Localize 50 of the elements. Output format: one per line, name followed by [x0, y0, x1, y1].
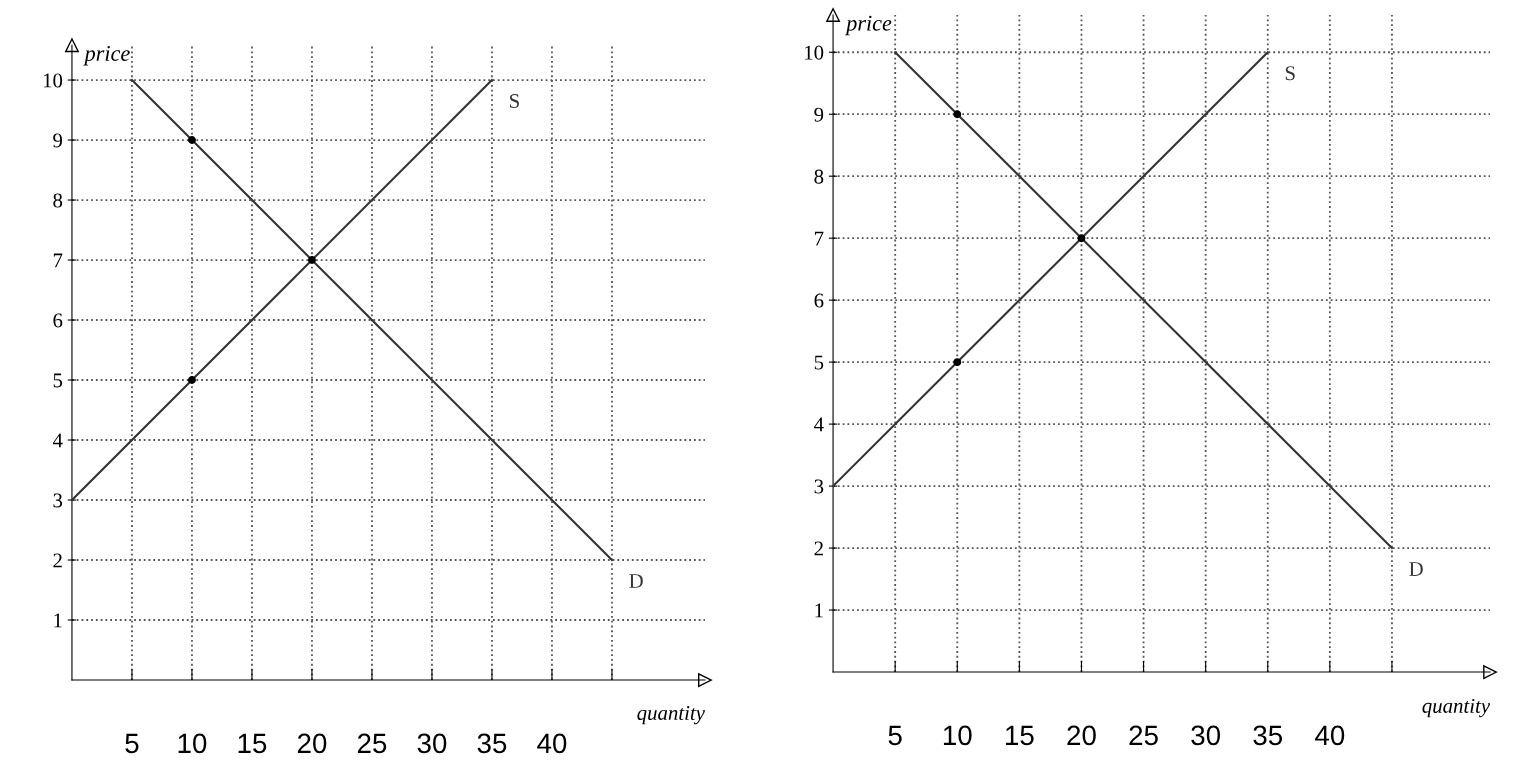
x-tick-label: 40	[537, 733, 567, 754]
x-axis-title: quantity	[637, 706, 705, 725]
y-tick-label: 7	[815, 231, 824, 246]
x-tick-label: 10	[943, 725, 972, 746]
y-tick-label: 2	[53, 553, 62, 568]
point	[1077, 234, 1086, 243]
y-tick-label: 1	[54, 613, 62, 628]
y-tick-label: 8	[53, 193, 63, 208]
series-label: S	[510, 94, 519, 109]
y-tick-label: 9	[53, 133, 63, 148]
x-tick-label: 15	[1006, 725, 1034, 746]
x-tick-label: 5	[888, 725, 902, 746]
y-tick-label: 6	[814, 293, 824, 308]
y-tick-label: 9	[814, 107, 824, 122]
y-tick-label: 10	[43, 73, 63, 88]
point	[188, 136, 196, 144]
y-tick-label: 2	[814, 541, 823, 556]
point	[953, 110, 962, 119]
x-tick-label: 20	[1067, 725, 1096, 746]
point	[308, 256, 316, 264]
y-tick-label: 5	[53, 373, 63, 388]
y-tick-label: 4	[814, 417, 824, 432]
y-axis-title: price	[83, 45, 130, 66]
x-tick-label: 35	[1253, 725, 1283, 746]
x-tick-label: 35	[477, 733, 507, 754]
series-label: D	[1409, 562, 1423, 576]
x-tick-label: 20	[297, 733, 327, 754]
x-tick-label: 15	[238, 733, 267, 754]
y-tick-label: 7	[53, 253, 63, 268]
x-tick-label: 10	[178, 733, 207, 754]
series-label: S	[1285, 66, 1295, 81]
y-tick-label: 10	[805, 45, 824, 60]
y-tick-label: 8	[814, 169, 824, 184]
y-tick-label: 4	[52, 433, 63, 448]
series-label: D	[629, 574, 643, 588]
x-tick-label: 25	[357, 733, 387, 754]
x-axis-title: quantity	[1422, 698, 1491, 718]
x-tick-label: 40	[1315, 725, 1345, 746]
point	[953, 358, 962, 367]
y-tick-label: 3	[53, 493, 63, 508]
x-tick-label: 25	[1129, 725, 1158, 746]
y-tick-label: 1	[815, 603, 823, 618]
y-tick-label: 6	[53, 313, 63, 328]
y-axis-title: price	[844, 15, 892, 36]
y-tick-label: 3	[814, 479, 824, 494]
y-tick-label: 5	[814, 355, 824, 370]
point	[188, 376, 196, 384]
x-tick-label: 5	[125, 733, 139, 754]
x-tick-label: 30	[1191, 725, 1221, 746]
x-tick-label: 30	[417, 733, 447, 754]
